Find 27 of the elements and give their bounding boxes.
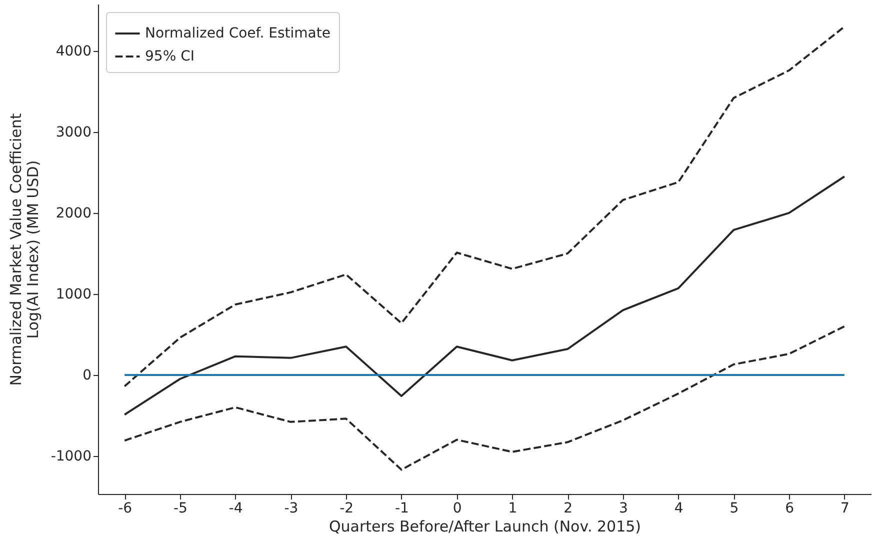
y-tick-label: 0 [82, 367, 92, 384]
x-tick-label: 2 [564, 500, 573, 516]
y-tick-label: -1000 [50, 448, 92, 464]
line-series [124, 325, 846, 471]
y-tick-label: 3000 [56, 124, 92, 140]
x-tick-label: -3 [284, 500, 298, 516]
x-tick-label: 3 [618, 500, 628, 516]
x-axis-title: Quarters Before/After Launch (Nov. 2015) [328, 518, 642, 536]
y-tick-label: 1000 [56, 286, 92, 302]
y-axis-title: Normalized Market Value Coefficient Log(AI Index) (MM USD) [6, 113, 42, 386]
x-tick-label: 5 [730, 500, 739, 516]
x-tick-label: -4 [228, 500, 243, 516]
x-tick-label: -2 [340, 500, 354, 516]
x-tick-label: 0 [452, 500, 462, 516]
x-tick-label: -6 [118, 500, 132, 516]
x-tick-label: 6 [785, 500, 794, 516]
y-tick-label: 2000 [56, 205, 92, 222]
legend-label: 95% CI [145, 48, 194, 64]
x-tick-label: -5 [173, 500, 188, 516]
legend-label: Normalized Coef. Estimate [145, 26, 330, 42]
x-tick-label: 4 [674, 500, 684, 516]
x-tick-label: 1 [508, 500, 518, 516]
x-tick-label: -1 [394, 500, 409, 516]
line-series [124, 176, 846, 416]
y-tick-label: 4000 [56, 43, 92, 60]
line-series [124, 26, 846, 388]
x-tick-label: 7 [840, 500, 850, 516]
